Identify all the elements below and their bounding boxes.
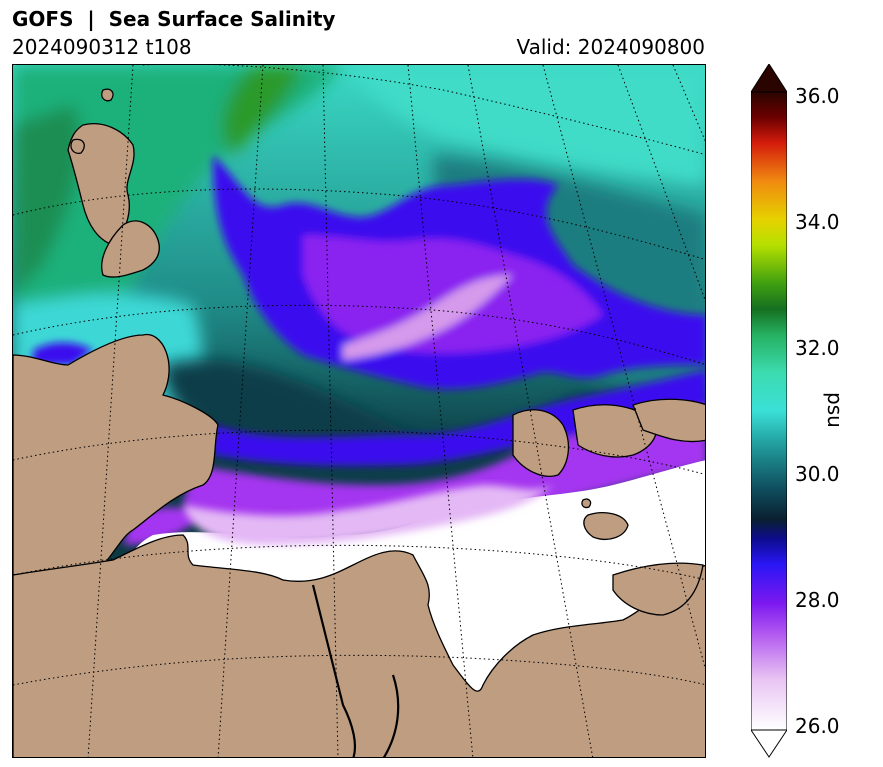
island-small-2 xyxy=(70,138,85,154)
eastern-island-4 xyxy=(583,512,629,540)
colorbar-min-extend xyxy=(750,729,788,758)
eastern-island-1 xyxy=(512,409,570,477)
model-run-label: 2024090312 t108 xyxy=(12,35,192,59)
small-isle-a xyxy=(581,498,592,509)
eastern-island-3 xyxy=(632,398,705,443)
southern-mainland xyxy=(13,534,705,757)
colorbar-tick-32: 32.0 xyxy=(795,336,840,360)
eastern-island-2 xyxy=(572,404,657,458)
valid-time-label: Valid: 2024090800 xyxy=(516,35,705,59)
graticule xyxy=(13,65,705,757)
eastern-island-5 xyxy=(612,562,704,616)
map-canvas xyxy=(13,65,705,757)
colorbar-tick-34: 34.0 xyxy=(795,210,840,234)
colorbar-unit-label: psu xyxy=(823,392,847,428)
colorbar-tick-26: 26.0 xyxy=(795,714,840,738)
rivers xyxy=(311,584,400,757)
colorbar-tick-28: 28.0 xyxy=(795,588,840,612)
island-small-1 xyxy=(101,88,114,102)
plot-title: GOFS | Sea Surface Salinity xyxy=(12,7,336,31)
salinity-map xyxy=(12,64,706,758)
edgeoya-island xyxy=(101,220,160,278)
colorbar-tick-30: 30.0 xyxy=(795,462,840,486)
colorbar-gradient xyxy=(750,91,788,731)
colorbar-tick-36: 36.0 xyxy=(795,84,840,108)
colorbar xyxy=(750,63,792,758)
ice-edge-fringe xyxy=(183,485,553,545)
colorbar-graphic xyxy=(750,63,792,758)
low-salinity-plume xyxy=(33,155,705,390)
colorbar-max-extend xyxy=(750,63,788,93)
landmasses xyxy=(13,88,705,757)
